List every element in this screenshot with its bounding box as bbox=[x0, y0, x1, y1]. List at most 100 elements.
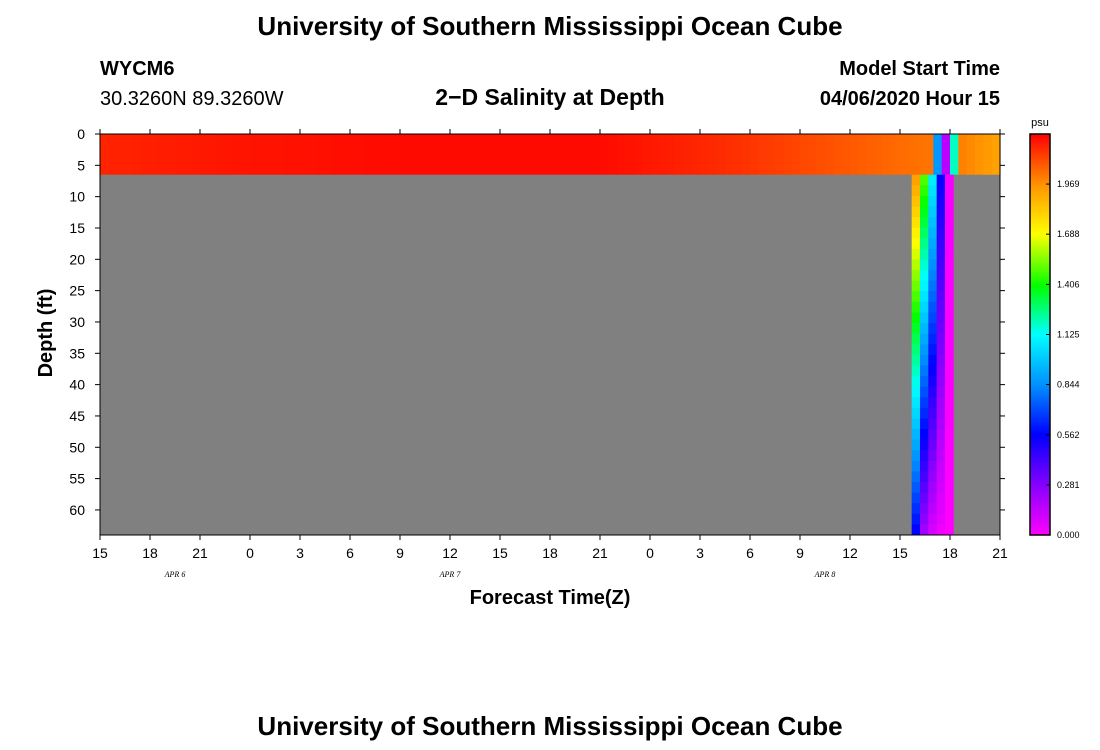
surface-salinity-cell bbox=[800, 134, 809, 175]
deep-salinity-cell bbox=[945, 397, 954, 409]
date-label: APR 8 bbox=[814, 570, 836, 579]
surface-salinity-cell bbox=[150, 134, 159, 175]
deep-salinity-cell bbox=[911, 195, 921, 208]
model-start-label: Model Start Time bbox=[839, 58, 1000, 80]
x-tick-label: 0 bbox=[246, 545, 254, 561]
deep-salinity-cell bbox=[936, 270, 946, 282]
surface-salinity-cell bbox=[208, 134, 218, 175]
deep-salinity-cell bbox=[945, 513, 954, 525]
y-tick-label: 15 bbox=[69, 220, 85, 236]
surface-salinity-cell bbox=[925, 134, 934, 175]
surface-salinity-cell bbox=[816, 134, 826, 175]
surface-salinity-cell bbox=[725, 134, 734, 175]
deep-salinity-cell bbox=[920, 482, 929, 494]
surface-salinity-cell bbox=[558, 134, 568, 175]
deep-salinity-cell bbox=[928, 270, 938, 282]
deep-salinity-cell bbox=[945, 365, 954, 377]
deep-salinity-cell bbox=[936, 185, 946, 197]
surface-salinity-cell bbox=[166, 134, 176, 175]
deep-salinity-cell bbox=[911, 301, 921, 313]
y-tick-label: 55 bbox=[69, 471, 85, 487]
surface-salinity-cell bbox=[550, 134, 559, 175]
deep-salinity-cell bbox=[945, 439, 954, 451]
deep-salinity-cell bbox=[911, 344, 921, 356]
surface-salinity-cell bbox=[633, 134, 643, 175]
deep-salinity-cell bbox=[936, 376, 946, 388]
deep-salinity-cell bbox=[945, 376, 954, 388]
y-tick-label: 30 bbox=[69, 314, 85, 330]
deep-salinity-cell bbox=[936, 513, 946, 525]
colorbar-tick-label: 0.000 bbox=[1057, 530, 1080, 540]
deep-salinity-cell bbox=[945, 312, 954, 324]
surface-salinity-cell bbox=[133, 134, 143, 175]
deep-salinity-cell bbox=[936, 195, 946, 208]
y-tick-label: 35 bbox=[69, 345, 85, 361]
deep-salinity-cell bbox=[936, 386, 946, 398]
deep-salinity-cell bbox=[928, 418, 938, 430]
surface-salinity-cell bbox=[200, 134, 209, 175]
deep-salinity-cell bbox=[911, 217, 921, 229]
deep-salinity-cell bbox=[945, 333, 954, 345]
x-tick-label: 21 bbox=[592, 545, 608, 561]
deep-salinity-cell bbox=[928, 301, 938, 313]
surface-salinity-cell bbox=[158, 134, 168, 175]
colorbar-tick-label: 1.406 bbox=[1057, 279, 1080, 289]
deep-salinity-cell bbox=[936, 174, 946, 186]
surface-salinity-cell bbox=[916, 134, 926, 175]
surface-salinity-cell bbox=[833, 134, 843, 175]
surface-salinity-cell bbox=[975, 134, 984, 175]
deep-salinity-cell bbox=[911, 280, 921, 292]
deep-salinity-cell bbox=[911, 312, 921, 324]
deep-salinity-cell bbox=[920, 365, 929, 377]
x-tick-label: 9 bbox=[396, 545, 404, 561]
x-tick-label: 21 bbox=[992, 545, 1008, 561]
deep-salinity-cell bbox=[936, 217, 946, 229]
surface-salinity-cell bbox=[533, 134, 543, 175]
deep-salinity-cell bbox=[936, 460, 946, 472]
deep-salinity-cell bbox=[936, 354, 946, 366]
deep-salinity-cell bbox=[945, 206, 954, 218]
surface-salinity-cell bbox=[625, 134, 634, 175]
y-tick-label: 25 bbox=[69, 283, 85, 299]
deep-salinity-cell bbox=[936, 450, 946, 462]
surface-salinity-cell bbox=[958, 134, 968, 175]
surface-salinity-cell bbox=[583, 134, 593, 175]
colorbar-tick-label: 1.125 bbox=[1057, 330, 1080, 340]
deep-salinity-cell bbox=[920, 386, 929, 398]
deep-salinity-cell bbox=[920, 323, 929, 335]
deep-salinity-cell bbox=[911, 376, 921, 388]
deep-salinity-cell bbox=[936, 248, 946, 260]
surface-salinity-cell bbox=[183, 134, 193, 175]
deep-salinity-cell bbox=[911, 291, 921, 303]
surface-salinity-cell bbox=[508, 134, 518, 175]
surface-salinity-cell bbox=[400, 134, 409, 175]
deep-salinity-cell bbox=[945, 195, 954, 208]
deep-salinity-cell bbox=[936, 429, 946, 441]
surface-salinity-cell bbox=[416, 134, 426, 175]
deep-salinity-cell bbox=[945, 217, 954, 229]
deep-salinity-cell bbox=[936, 227, 946, 239]
surface-salinity-cell bbox=[333, 134, 343, 175]
surface-salinity-cell bbox=[541, 134, 551, 175]
colorbar-tick-label: 1.969 bbox=[1057, 179, 1080, 189]
deep-salinity-cell bbox=[936, 238, 946, 250]
surface-salinity-cell bbox=[191, 134, 201, 175]
deep-salinity-cell bbox=[936, 323, 946, 335]
surface-salinity-cell bbox=[225, 134, 234, 175]
footer-title: University of Southern Mississippi Ocean… bbox=[257, 711, 842, 741]
x-tick-label: 15 bbox=[892, 545, 908, 561]
deep-salinity-cell bbox=[936, 344, 946, 356]
surface-salinity-cell bbox=[116, 134, 126, 175]
deep-salinity-cell bbox=[911, 365, 921, 377]
deep-salinity-cell bbox=[936, 524, 946, 536]
surface-salinity-cell bbox=[458, 134, 468, 175]
deep-salinity-cell bbox=[911, 471, 921, 483]
deep-salinity-cell bbox=[928, 386, 938, 398]
deep-salinity-cell bbox=[936, 291, 946, 303]
deep-salinity-cell bbox=[911, 418, 921, 430]
surface-salinity-cell bbox=[408, 134, 418, 175]
deep-salinity-cell bbox=[928, 312, 938, 324]
deep-salinity-cell bbox=[911, 503, 921, 515]
deep-salinity-cell bbox=[920, 259, 929, 271]
deep-salinity-cell bbox=[920, 227, 929, 239]
